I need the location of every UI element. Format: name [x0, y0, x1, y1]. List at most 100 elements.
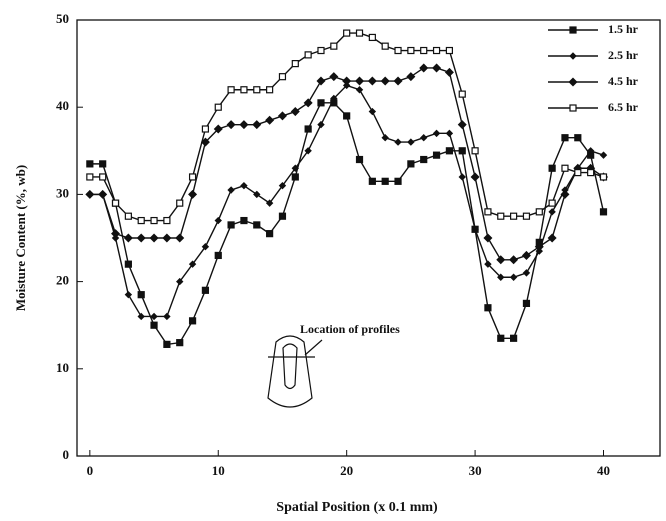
- marker: [240, 121, 248, 129]
- marker: [125, 261, 131, 267]
- marker: [279, 213, 285, 219]
- marker: [523, 252, 531, 260]
- x-tick-label: 40: [597, 463, 610, 478]
- marker: [137, 234, 145, 242]
- marker: [138, 292, 144, 298]
- marker: [434, 152, 440, 158]
- marker: [150, 234, 158, 242]
- legend-marker: [569, 78, 577, 86]
- marker: [523, 270, 529, 276]
- marker: [458, 121, 466, 129]
- marker: [151, 218, 157, 224]
- marker: [344, 30, 350, 36]
- marker: [279, 112, 287, 120]
- marker: [228, 187, 234, 193]
- marker: [228, 87, 234, 93]
- marker: [471, 173, 479, 181]
- marker: [241, 87, 247, 93]
- marker: [562, 165, 568, 171]
- sketch-outline: [268, 336, 312, 407]
- marker: [317, 77, 325, 85]
- marker: [266, 116, 274, 124]
- marker: [318, 48, 324, 54]
- marker: [344, 113, 350, 119]
- marker: [164, 341, 170, 347]
- marker: [394, 77, 402, 85]
- marker: [498, 213, 504, 219]
- marker: [434, 130, 440, 136]
- annotation: Location of profiles: [300, 322, 400, 336]
- marker: [562, 135, 568, 141]
- marker: [87, 161, 93, 167]
- marker: [600, 152, 606, 158]
- marker: [575, 170, 581, 176]
- y-tick-label: 40: [56, 98, 69, 113]
- marker: [164, 313, 170, 319]
- marker: [523, 213, 529, 219]
- marker: [267, 87, 273, 93]
- marker: [100, 174, 106, 180]
- series-line: [90, 68, 604, 260]
- marker: [421, 157, 427, 163]
- marker: [87, 174, 93, 180]
- y-axis-label: Moisture Content (%, wb): [13, 165, 28, 311]
- marker: [395, 48, 401, 54]
- marker: [434, 48, 440, 54]
- marker: [202, 287, 208, 293]
- marker: [292, 108, 300, 116]
- marker: [253, 121, 261, 129]
- y-tick-label: 0: [63, 447, 70, 462]
- marker: [86, 191, 94, 199]
- marker: [215, 104, 221, 110]
- series-line: [90, 85, 604, 316]
- sketch-arrow: [305, 340, 322, 355]
- marker: [125, 213, 131, 219]
- marker: [177, 200, 183, 206]
- marker: [357, 87, 363, 93]
- marker: [292, 174, 298, 180]
- marker: [330, 73, 338, 81]
- sketch-inner: [283, 344, 297, 389]
- y-tick-label: 20: [56, 273, 69, 288]
- y-tick-label: 30: [56, 185, 69, 200]
- marker: [305, 126, 311, 132]
- legend-marker: [570, 105, 576, 111]
- marker: [511, 213, 517, 219]
- marker: [241, 218, 247, 224]
- marker: [267, 231, 273, 237]
- marker: [446, 69, 454, 77]
- marker: [485, 209, 491, 215]
- marker: [600, 174, 606, 180]
- marker: [304, 99, 312, 107]
- marker: [151, 322, 157, 328]
- marker: [369, 178, 375, 184]
- marker: [318, 122, 324, 128]
- marker: [382, 178, 388, 184]
- legend-label: 1.5 hr: [608, 22, 639, 36]
- marker: [484, 234, 492, 242]
- marker: [549, 200, 555, 206]
- marker: [561, 191, 569, 199]
- marker: [395, 178, 401, 184]
- marker: [549, 209, 555, 215]
- marker: [318, 100, 324, 106]
- marker: [369, 34, 375, 40]
- marker: [511, 335, 517, 341]
- marker: [395, 139, 401, 145]
- marker: [190, 174, 196, 180]
- marker: [588, 170, 594, 176]
- x-tick-label: 30: [469, 463, 482, 478]
- marker: [600, 209, 606, 215]
- marker: [215, 252, 221, 258]
- marker: [202, 126, 208, 132]
- y-tick-label: 50: [56, 11, 69, 26]
- y-tick-label: 10: [56, 360, 69, 375]
- marker: [381, 77, 389, 85]
- marker: [177, 340, 183, 346]
- marker: [100, 161, 106, 167]
- marker: [164, 218, 170, 224]
- marker: [382, 43, 388, 49]
- marker: [575, 135, 581, 141]
- marker: [485, 305, 491, 311]
- marker: [408, 48, 414, 54]
